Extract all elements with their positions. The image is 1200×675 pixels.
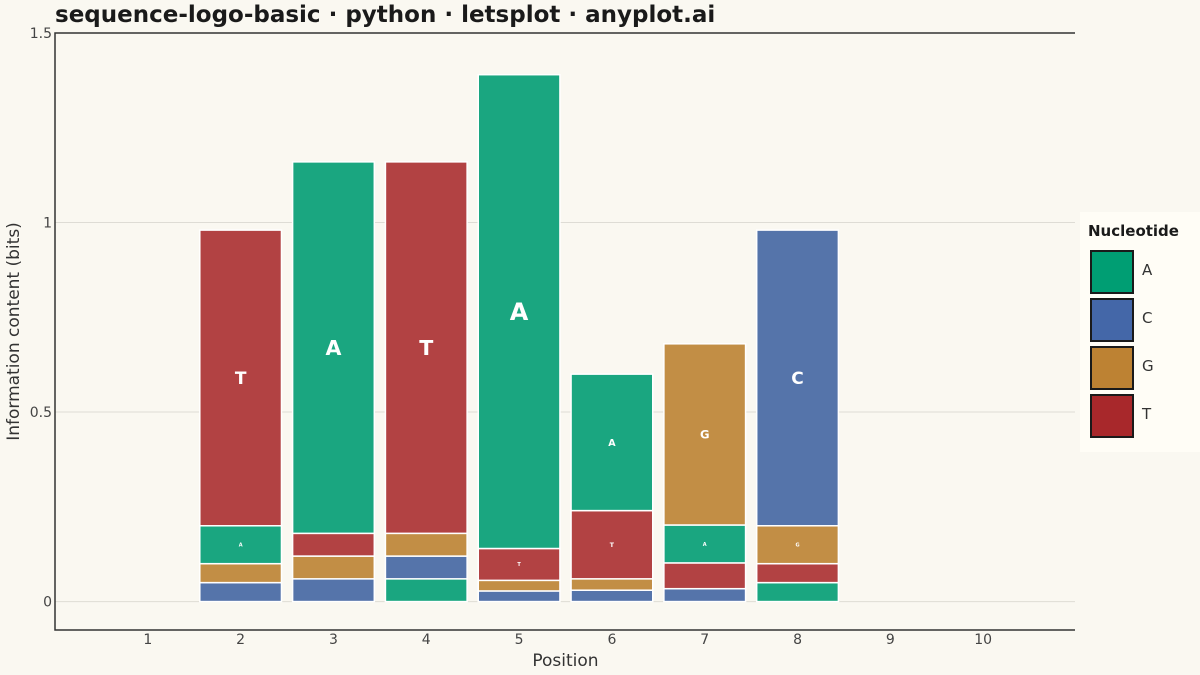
chart-title: sequence-logo-basic · python · letsplot … — [55, 2, 716, 28]
letter-label-pos7-a: A — [703, 542, 707, 548]
letter-label-pos5-t: T — [517, 562, 521, 568]
legend-swatch-c — [1090, 298, 1134, 342]
legend-item-c: C — [1090, 298, 1195, 342]
x-tick-label: 6 — [607, 632, 616, 648]
letter-label-pos3-a: A — [325, 336, 341, 360]
letter-label-pos6-t: T — [610, 542, 615, 549]
bar-pos2-c — [199, 581, 283, 603]
chart-area: A T A T T A T A A G G C 0 0.5 1 1.5 1 2 3 4 5 6 7 8 9 10 Position I… — [4, 26, 1075, 671]
bar-pos5-a — [477, 73, 561, 550]
legend-label-a: A — [1142, 261, 1153, 279]
bar-pos5-g — [477, 579, 561, 592]
bar-pos2-a — [199, 525, 283, 565]
x-tick-label: 1 — [143, 632, 152, 648]
y-tick-label: 0 — [43, 595, 52, 611]
bar-pos4-a — [384, 578, 468, 603]
x-tick-label: 9 — [886, 632, 895, 648]
bar-pos8-g — [755, 525, 840, 565]
bar-pos8-t — [755, 562, 840, 584]
x-tick-label: 10 — [974, 632, 992, 648]
bar-pos6-a — [570, 373, 654, 512]
bar-pos8-c — [755, 229, 840, 527]
legend: Nucleotide A C G T — [1080, 212, 1200, 452]
bar-pos7-t — [663, 562, 747, 590]
bar-pos4-g — [384, 532, 468, 557]
bar-pos7-c — [663, 587, 747, 603]
bar-pos6-c — [570, 589, 654, 603]
letter-label-pos6-a: A — [608, 438, 616, 449]
bar-pos3-g — [291, 555, 376, 580]
letter-label-pos8-c: C — [791, 369, 803, 389]
x-tick-label: 7 — [700, 632, 709, 648]
letter-label-pos2-t: T — [235, 369, 247, 389]
legend-item-t: T — [1090, 394, 1195, 438]
letter-label-pos5-a: A — [510, 298, 529, 326]
x-tick-label: 3 — [329, 632, 338, 648]
x-axis-label: Position — [532, 651, 598, 671]
legend-swatch-t — [1090, 394, 1134, 438]
y-axis-label: Information content (bits) — [4, 222, 24, 441]
bar-pos2-g — [199, 562, 283, 584]
bar-pos4-t — [384, 161, 468, 535]
x-tick-label: 5 — [515, 632, 524, 648]
legend-swatch-g — [1090, 346, 1134, 390]
legend-title: Nucleotide — [1088, 222, 1179, 240]
letter-label-pos2-a: A — [239, 543, 243, 549]
bar-pos6-g — [570, 578, 654, 591]
y-tick-label: 0.5 — [30, 405, 52, 421]
x-tick-label: 4 — [422, 632, 431, 648]
legend-label-t: T — [1142, 405, 1152, 423]
legend-label-g: G — [1142, 357, 1154, 375]
x-tick-label: 8 — [793, 632, 802, 648]
legend-item-a: A — [1090, 250, 1195, 294]
legend-item-g: G — [1090, 346, 1195, 390]
bar-pos7-g — [663, 343, 747, 526]
bar-pos3-t — [291, 532, 376, 557]
plot-border — [54, 32, 1075, 631]
x-tick-label: 2 — [236, 632, 245, 648]
letter-label-pos7-g: G — [700, 428, 710, 442]
bar-pos5-c — [477, 590, 561, 603]
letter-label-pos4-t: T — [419, 336, 433, 360]
bar-pos5-t — [477, 547, 561, 582]
legend-swatch-a — [1090, 250, 1134, 294]
bar-pos8-a — [755, 581, 840, 603]
bar-pos3-a — [291, 161, 376, 535]
bar-pos3-c — [291, 578, 376, 603]
letter-label-pos8-g: G — [795, 543, 799, 549]
legend-label-c: C — [1142, 309, 1153, 327]
bar-pos2-t — [199, 229, 283, 527]
bar-pos4-c — [384, 555, 468, 580]
y-tick-label: 1 — [43, 216, 52, 232]
y-tick-label: 1.5 — [30, 26, 52, 42]
bar-pos6-t — [570, 509, 654, 580]
